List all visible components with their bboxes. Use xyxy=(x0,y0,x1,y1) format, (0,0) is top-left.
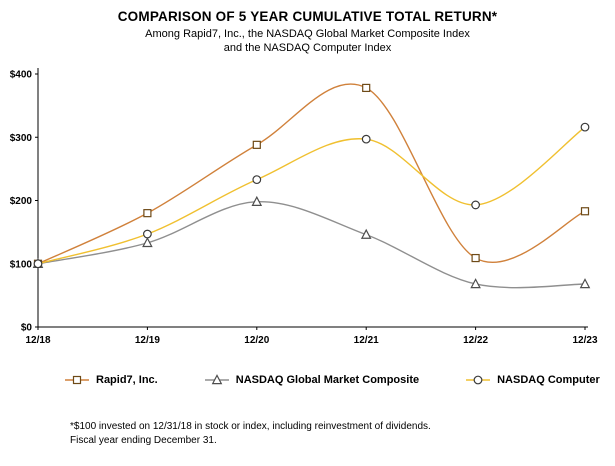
chart-subtitle-line1: Among Rapid7, Inc., the NASDAQ Global Ma… xyxy=(145,28,470,40)
legend-label: NASDAQ Global Market Composite xyxy=(235,374,420,386)
circle-marker xyxy=(142,229,152,239)
square-marker xyxy=(143,209,152,218)
circle-marker xyxy=(473,375,483,385)
circle-marker xyxy=(471,200,481,210)
circle-marker-icon xyxy=(466,375,491,385)
chart-title: COMPARISON OF 5 YEAR CUMULATIVE TOTAL RE… xyxy=(117,9,498,24)
footnote: *$100 invested on 12/31/18 in stock or i… xyxy=(70,420,615,448)
y-tick-label: $100 xyxy=(10,259,33,270)
triangle-marker xyxy=(470,278,481,289)
square-marker xyxy=(580,207,590,216)
series-line-nasdaq-global-market-composite xyxy=(37,201,586,289)
series-nasdaq-computer xyxy=(33,122,590,269)
legend-label: Rapid7, Inc. xyxy=(96,374,158,386)
x-tick-label: 12/19 xyxy=(135,335,160,346)
square-marker xyxy=(72,375,82,385)
x-tick-label: 12/22 xyxy=(463,335,488,346)
y-tick-label: $200 xyxy=(10,196,33,207)
legend-item-2: NASDAQ Global Market Composite xyxy=(204,374,419,386)
series-rapid7-inc xyxy=(33,83,590,268)
x-tick-label: 12/21 xyxy=(354,335,379,346)
square-marker-icon xyxy=(65,375,89,385)
footnote-line1: *$100 invested on 12/31/18 in stock or i… xyxy=(70,421,431,432)
triangle-marker xyxy=(211,374,223,385)
square-marker xyxy=(252,140,261,149)
y-tick-label: $0 xyxy=(21,323,33,334)
square-marker xyxy=(362,83,371,93)
y-tick-label: $300 xyxy=(10,133,33,144)
series-line-nasdaq-computer xyxy=(37,126,586,265)
square-marker xyxy=(471,253,480,263)
series-line-rapid7-inc xyxy=(37,83,586,265)
footnote-line2: Fiscal year ending December 31. xyxy=(70,435,217,446)
x-tick-label: 12/23 xyxy=(572,335,597,346)
y-tick-label: $400 xyxy=(10,70,33,81)
circle-marker xyxy=(33,259,43,269)
circle-marker xyxy=(252,175,262,185)
chart-subtitle-line2: and the NASDAQ Computer Index xyxy=(223,42,392,54)
x-tick-label: 12/18 xyxy=(25,335,50,346)
x-tick-label: 12/20 xyxy=(244,335,269,346)
performance-line-chart: $0 $100 $200 $300 $400 12/18 12/19 12/20 12/21 12… xyxy=(10,68,598,346)
triangle-marker xyxy=(360,228,372,239)
legend-item-3: NASDAQ Computer xyxy=(465,374,600,386)
circle-marker xyxy=(580,122,590,132)
circle-marker xyxy=(361,134,371,144)
legend-item-1: Rapid7, Inc. xyxy=(64,374,158,386)
legend-label: NASDAQ Computer xyxy=(497,374,600,386)
triangle-marker xyxy=(579,278,591,289)
triangle-marker xyxy=(251,195,263,206)
triangle-marker-icon xyxy=(204,374,229,385)
triangle-marker xyxy=(142,236,153,248)
chart-legend: Rapid7, Inc. NASDAQ Global Market Composi… xyxy=(0,374,615,386)
series-nasdaq-global-market-composite xyxy=(32,195,591,289)
